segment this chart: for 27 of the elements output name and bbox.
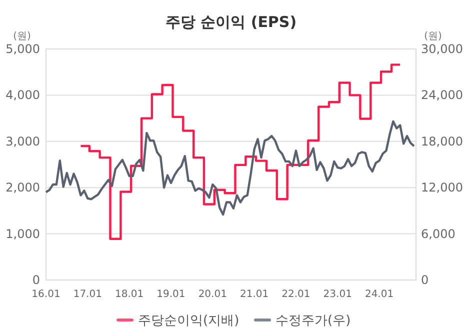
x-tick-label: 23.01 xyxy=(323,289,352,300)
y-tick-label: 3,000 xyxy=(6,134,40,148)
x-tick-label: 19.01 xyxy=(156,289,186,300)
x-tick-label: 18.01 xyxy=(115,289,144,300)
legend-label: 주당순이익(지배) xyxy=(138,314,240,328)
legend-label: 수정주가(우) xyxy=(276,314,351,328)
y-tick-label: 2,000 xyxy=(6,180,40,195)
x-tick-label: 20.01 xyxy=(198,289,227,300)
x-tick-label: 16.01 xyxy=(32,289,60,300)
x-tick-label: 24.01 xyxy=(364,289,394,300)
y-axis-title: (원) xyxy=(13,31,31,42)
y2-tick-label: 18,000 xyxy=(421,134,463,148)
x-tick-label: 21.01 xyxy=(240,289,269,300)
y2-tick-label: 12,000 xyxy=(421,180,463,195)
y-tick-label: 5,000 xyxy=(6,42,40,56)
y2-tick-label: 24,000 xyxy=(421,88,463,102)
x-tick-label: 17.01 xyxy=(73,289,102,300)
line-series xyxy=(44,120,416,216)
x-tick-label: 22.01 xyxy=(282,289,310,300)
y-tick-label: 4,000 xyxy=(6,88,40,102)
y-tick-label: 0 xyxy=(32,273,40,287)
y2-tick-label: 30,000 xyxy=(421,42,463,56)
y-tick-label: 1,000 xyxy=(6,226,40,241)
y2-tick-label: 6,000 xyxy=(421,226,456,241)
chart-title: 주당 순이익 (EPS) xyxy=(165,13,297,31)
y2-axis-title: (원) xyxy=(424,31,442,42)
y2-tick-label: 0 xyxy=(421,273,429,287)
